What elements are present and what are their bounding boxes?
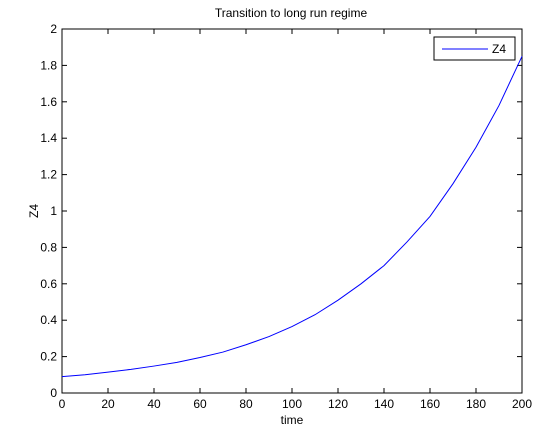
legend-label-z4: Z4 bbox=[492, 42, 506, 56]
x-tick-label: 0 bbox=[59, 397, 66, 411]
y-tick-label: 0 bbox=[50, 386, 57, 400]
x-tick-label: 140 bbox=[374, 397, 394, 411]
x-tick-label: 80 bbox=[239, 397, 253, 411]
y-tick-label: 1 bbox=[50, 204, 57, 218]
y-tick-label: 1.8 bbox=[40, 58, 57, 72]
y-tick-label: 1.2 bbox=[40, 168, 57, 182]
x-tick-label: 60 bbox=[193, 397, 207, 411]
y-tick-label: 0.4 bbox=[40, 313, 57, 327]
x-tick-label: 20 bbox=[101, 397, 115, 411]
x-axis-label: time bbox=[281, 413, 304, 427]
legend: Z4 bbox=[433, 36, 516, 61]
x-tick-label: 40 bbox=[147, 397, 161, 411]
x-axis: 0 20 40 60 80 100 120 140 160 180 200 bbox=[59, 29, 532, 411]
y-axis-label: Z4 bbox=[27, 204, 41, 218]
x-tick-label: 200 bbox=[512, 397, 532, 411]
y-tick-label: 0.6 bbox=[40, 277, 57, 291]
y-tick-label: 1.6 bbox=[40, 95, 57, 109]
x-tick-label: 180 bbox=[466, 397, 486, 411]
y-tick-label: 0.8 bbox=[40, 240, 57, 254]
y-tick-label: 0.2 bbox=[40, 350, 57, 364]
x-tick-label: 160 bbox=[420, 397, 440, 411]
y-tick-label: 1.4 bbox=[40, 131, 57, 145]
plot-area bbox=[61, 28, 523, 394]
chart-title: Transition to long run regime bbox=[215, 6, 368, 20]
series-line-z4 bbox=[61, 56, 523, 378]
x-tick-label: 100 bbox=[282, 397, 302, 411]
y-axis: 0 0.2 0.4 0.6 0.8 1 1.2 1.4 1.6 1.8 2 bbox=[40, 22, 522, 400]
x-tick-label: 120 bbox=[328, 397, 348, 411]
y-tick-label: 2 bbox=[50, 22, 57, 36]
